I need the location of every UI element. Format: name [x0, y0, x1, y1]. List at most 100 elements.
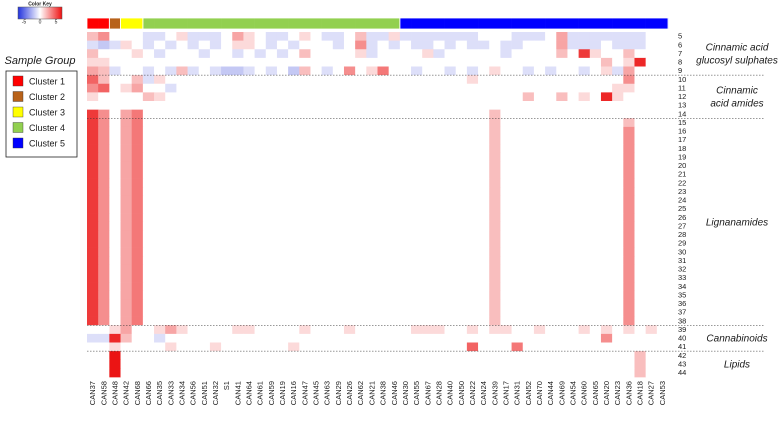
heatmap-cell	[433, 75, 445, 85]
heatmap-cell	[87, 325, 99, 335]
heatmap-cell	[634, 32, 646, 41]
heatmap-cell	[444, 290, 457, 300]
heatmap-cell	[299, 359, 311, 369]
heatmap-cell	[355, 359, 367, 369]
row-label: 26	[678, 213, 686, 222]
heatmap-cell	[556, 161, 568, 171]
row-label: 10	[678, 75, 686, 84]
heatmap-cell	[422, 204, 434, 214]
heatmap-cell	[545, 273, 557, 283]
heatmap-cell	[366, 57, 378, 67]
heatmap-cell	[187, 316, 200, 326]
heatmap-cell	[556, 195, 568, 205]
heatmap-cell	[612, 247, 624, 257]
heatmap-cell	[656, 273, 669, 283]
heatmap-cell	[355, 195, 367, 205]
heatmap-cell	[377, 230, 390, 240]
heatmap-cell	[232, 32, 244, 41]
column-label: CAN68	[133, 381, 142, 405]
heatmap-cell	[142, 40, 155, 50]
heatmap-cell	[533, 316, 546, 326]
heatmap-cell	[221, 221, 233, 231]
heatmap-cell	[578, 282, 591, 292]
heatmap-cell	[87, 342, 99, 352]
heatmap-cell	[634, 325, 646, 335]
heatmap-cell	[511, 239, 524, 248]
heatmap-cell	[276, 342, 289, 352]
heatmap-cell	[310, 230, 322, 240]
heatmap-cell	[556, 57, 568, 67]
heatmap-cell	[87, 49, 99, 59]
heatmap-cell	[332, 40, 345, 50]
heatmap-cell	[444, 101, 457, 110]
column-label: CAN44	[546, 381, 555, 405]
heatmap-cell	[478, 135, 490, 145]
heatmap-cell	[623, 264, 635, 274]
heatmap-cell	[321, 40, 334, 50]
heatmap-cell	[209, 92, 222, 102]
heatmap-cell	[623, 40, 635, 50]
heatmap-cell	[109, 273, 121, 283]
heatmap-cell	[444, 75, 457, 85]
heatmap-cell	[589, 144, 602, 154]
heatmap-cell	[98, 247, 110, 257]
heatmap-cell	[120, 109, 133, 119]
heatmap-cell	[142, 178, 155, 188]
heatmap-cell	[288, 282, 300, 292]
heatmap-cell	[109, 230, 121, 240]
heatmap-cell	[243, 247, 255, 257]
heatmap-cell	[120, 359, 133, 369]
heatmap-cell	[556, 264, 568, 274]
heatmap-cell	[388, 66, 401, 76]
heatmap-cell	[87, 368, 99, 378]
heatmap-cell	[433, 178, 445, 188]
cluster-bar-cell	[567, 18, 579, 29]
cluster-bar-cell	[489, 18, 501, 29]
heatmap-cell	[265, 368, 278, 378]
heatmap-cell	[533, 282, 546, 292]
heatmap-cell	[232, 195, 244, 205]
heatmap-cell	[612, 308, 624, 317]
heatmap-cell	[187, 187, 200, 197]
heatmap-cell	[433, 290, 445, 300]
heatmap-cell	[343, 49, 356, 59]
heatmap-cell	[489, 101, 501, 110]
row-label: 15	[678, 118, 686, 127]
heatmap-cell	[455, 325, 468, 335]
heatmap-cell	[478, 342, 490, 352]
heatmap-cell	[556, 49, 568, 59]
heatmap-cell	[310, 213, 322, 223]
heatmap-cell	[612, 126, 624, 136]
heatmap-cell	[645, 282, 658, 292]
heatmap-cell	[165, 333, 177, 343]
heatmap-cell	[511, 49, 524, 59]
heatmap-cell	[265, 273, 278, 283]
heatmap-cell	[589, 57, 602, 67]
heatmap-cell	[623, 118, 635, 128]
heatmap-cell	[433, 66, 445, 76]
heatmap-cell	[142, 66, 155, 76]
heatmap-cell	[232, 135, 244, 145]
heatmap-cell	[209, 316, 222, 326]
heatmap-cell	[321, 204, 334, 214]
heatmap-cell	[198, 187, 211, 197]
heatmap-cell	[634, 316, 646, 326]
heatmap-cell	[511, 316, 524, 326]
heatmap-cell	[589, 325, 602, 335]
heatmap-cell	[321, 101, 334, 110]
heatmap-cell	[623, 368, 635, 378]
heatmap-cell	[411, 325, 423, 335]
heatmap-cell	[321, 57, 334, 67]
heatmap-cell	[411, 49, 423, 59]
heatmap-cell	[87, 290, 99, 300]
heatmap-cell	[343, 221, 356, 231]
heatmap-cell	[254, 308, 267, 317]
heatmap-cell	[332, 195, 345, 205]
heatmap-cell	[254, 221, 267, 231]
heatmap-cell	[299, 161, 311, 171]
heatmap-cell	[109, 161, 121, 171]
heatmap-cell	[299, 83, 311, 93]
heatmap-cell	[444, 178, 457, 188]
heatmap-cell	[187, 32, 200, 41]
heatmap-cell	[299, 92, 311, 102]
